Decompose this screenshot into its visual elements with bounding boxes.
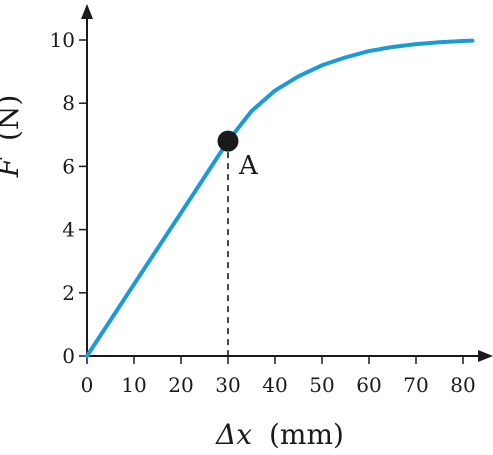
x-axis-label: Δx (mm): [215, 418, 344, 451]
ticks: 0 10 20 30 40 50 60 70 80 0 2 4 6 8 10: [50, 28, 476, 397]
y-axis-label: F (N): [0, 95, 25, 179]
point-a-label: A: [238, 151, 259, 181]
x-axis-symbol: Δx: [215, 418, 252, 451]
axis-labels: Δx (mm) F (N): [0, 95, 344, 451]
x-tick-label: 70: [403, 373, 428, 397]
x-tick-label: 40: [262, 373, 287, 397]
y-tick-label: 2: [62, 281, 75, 305]
plot-area: A: [85, 38, 475, 358]
x-tick-label: 80: [450, 373, 475, 397]
point-a-marker: [217, 130, 239, 152]
x-tick-label: 20: [168, 373, 193, 397]
y-axis-symbol: F: [0, 156, 25, 178]
x-tick-label: 0: [81, 373, 94, 397]
x-axis-arrowhead: [478, 350, 493, 362]
x-tick-label: 60: [356, 373, 381, 397]
y-axis-unit: (N): [0, 95, 25, 141]
y-tick-label: 0: [62, 344, 75, 368]
y-tick-label: 10: [50, 28, 75, 52]
x-tick-label: 30: [215, 373, 240, 397]
force-curve: [85, 38, 475, 358]
y-tick-label: 4: [62, 218, 75, 242]
x-tick-label: 10: [121, 373, 146, 397]
y-axis-arrowhead: [81, 4, 93, 19]
x-tick-label: 50: [309, 373, 334, 397]
y-tick-label: 8: [62, 91, 75, 115]
x-axis-unit: (mm): [269, 418, 344, 451]
axes: [81, 4, 493, 362]
y-tick-label: 6: [62, 154, 75, 178]
